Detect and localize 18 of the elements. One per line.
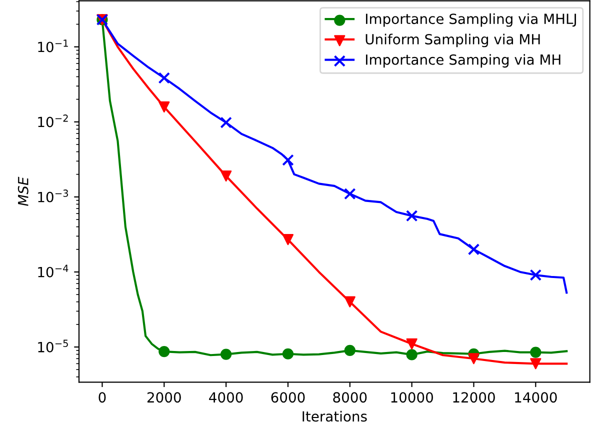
x-tick-label: 6000 xyxy=(271,392,305,403)
y-axis-title: MSE xyxy=(18,176,28,206)
y-tick-label: 10$^{−2}$ xyxy=(38,114,68,128)
x-tick-label: 12000 xyxy=(453,392,495,403)
legend-label: Uniform Sampling via MH xyxy=(366,34,540,48)
x-tick-label: 8000 xyxy=(333,392,367,403)
legend-label: Importance Samping via MH xyxy=(366,54,560,68)
y-tick-label: 10$^{−1}$ xyxy=(38,40,68,52)
x-tick-label: 4000 xyxy=(209,392,243,403)
x-tick-label: 14000 xyxy=(515,392,557,403)
y-tick-label: 10$^{−5}$ xyxy=(38,340,68,352)
y-tick-label: 10$^{−3}$ xyxy=(38,190,68,202)
legend-label: Importance Sampling via MHLJ xyxy=(366,13,576,27)
x-axis-title: Iterations xyxy=(302,410,367,422)
x-tick-label: 2000 xyxy=(147,392,181,403)
x-tick-label: 0 xyxy=(98,392,106,403)
y-tick-label: 10$^{−4}$ xyxy=(38,264,68,278)
x-tick-label: 10000 xyxy=(391,392,433,403)
